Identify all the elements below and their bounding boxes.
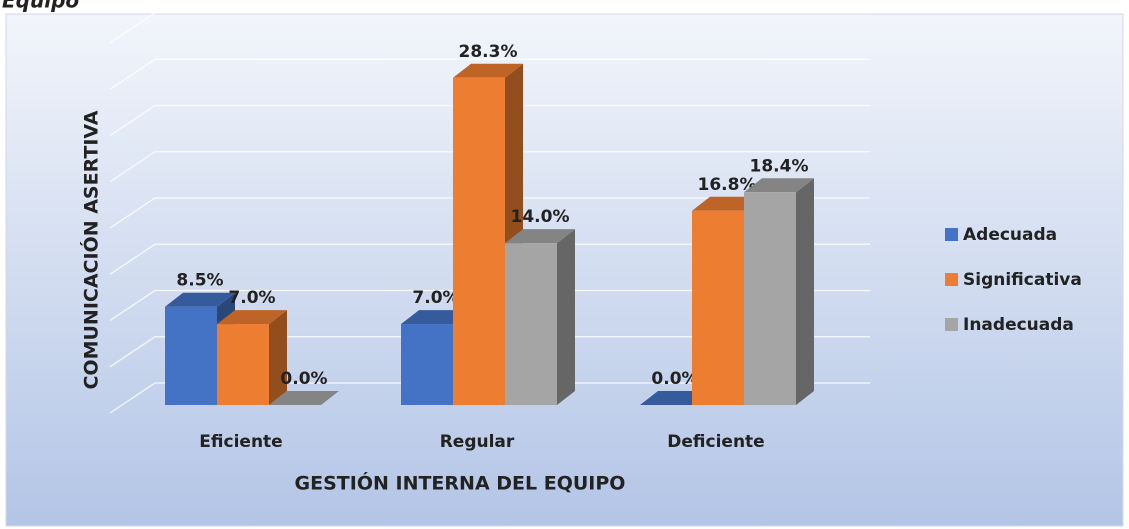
data-label: 0.0% [651, 369, 698, 389]
grid-line [109, 151, 870, 183]
legend-label: Inadecuada [963, 315, 1074, 335]
bar-side [269, 310, 287, 405]
grid-line [109, 104, 870, 137]
grid-line [109, 289, 870, 322]
grid-line [109, 197, 870, 229]
data-label: 7.0% [228, 288, 275, 308]
bar-side [796, 178, 814, 405]
bar-top [217, 310, 287, 325]
x-tick-label: Regular [440, 432, 515, 452]
bar [217, 324, 269, 405]
bar-top [505, 229, 575, 244]
bar [401, 324, 453, 405]
bar-top [269, 391, 339, 405]
bar [453, 77, 505, 405]
bar [744, 192, 796, 405]
data-label: 14.0% [511, 207, 570, 227]
grid-line [109, 336, 870, 368]
legend-swatch [945, 228, 958, 241]
grid-line [109, 58, 870, 90]
caption: Equipo [2, 0, 79, 13]
bar-top [165, 292, 235, 307]
legend-label: Adecuada [963, 225, 1057, 245]
x-axis-title: GESTIÓN INTERNA DEL EQUIPO [295, 471, 626, 495]
legend-swatch [945, 318, 958, 331]
data-label: 18.4% [750, 156, 809, 176]
x-tick-label: Deficiente [667, 432, 764, 452]
bar-side [557, 229, 575, 405]
data-label: 7.0% [412, 288, 459, 308]
grid-line [109, 243, 870, 275]
bar [692, 210, 744, 405]
data-label: 28.3% [459, 42, 518, 62]
x-tick-label: Eficiente [199, 432, 282, 452]
grid-line [109, 382, 870, 414]
y-axis-title: COMUNICACIÓN ASERTIVA [79, 110, 103, 389]
data-label: 16.8% [698, 175, 757, 195]
grid-line [109, 12, 870, 44]
bar-top [744, 178, 814, 193]
legend-label: Significativa [963, 270, 1082, 290]
data-label: 0.0% [280, 369, 327, 389]
bar-top [453, 63, 523, 78]
bar [165, 306, 217, 405]
legend-swatch [945, 273, 958, 286]
bar [505, 243, 557, 405]
data-label: 8.5% [176, 271, 223, 291]
